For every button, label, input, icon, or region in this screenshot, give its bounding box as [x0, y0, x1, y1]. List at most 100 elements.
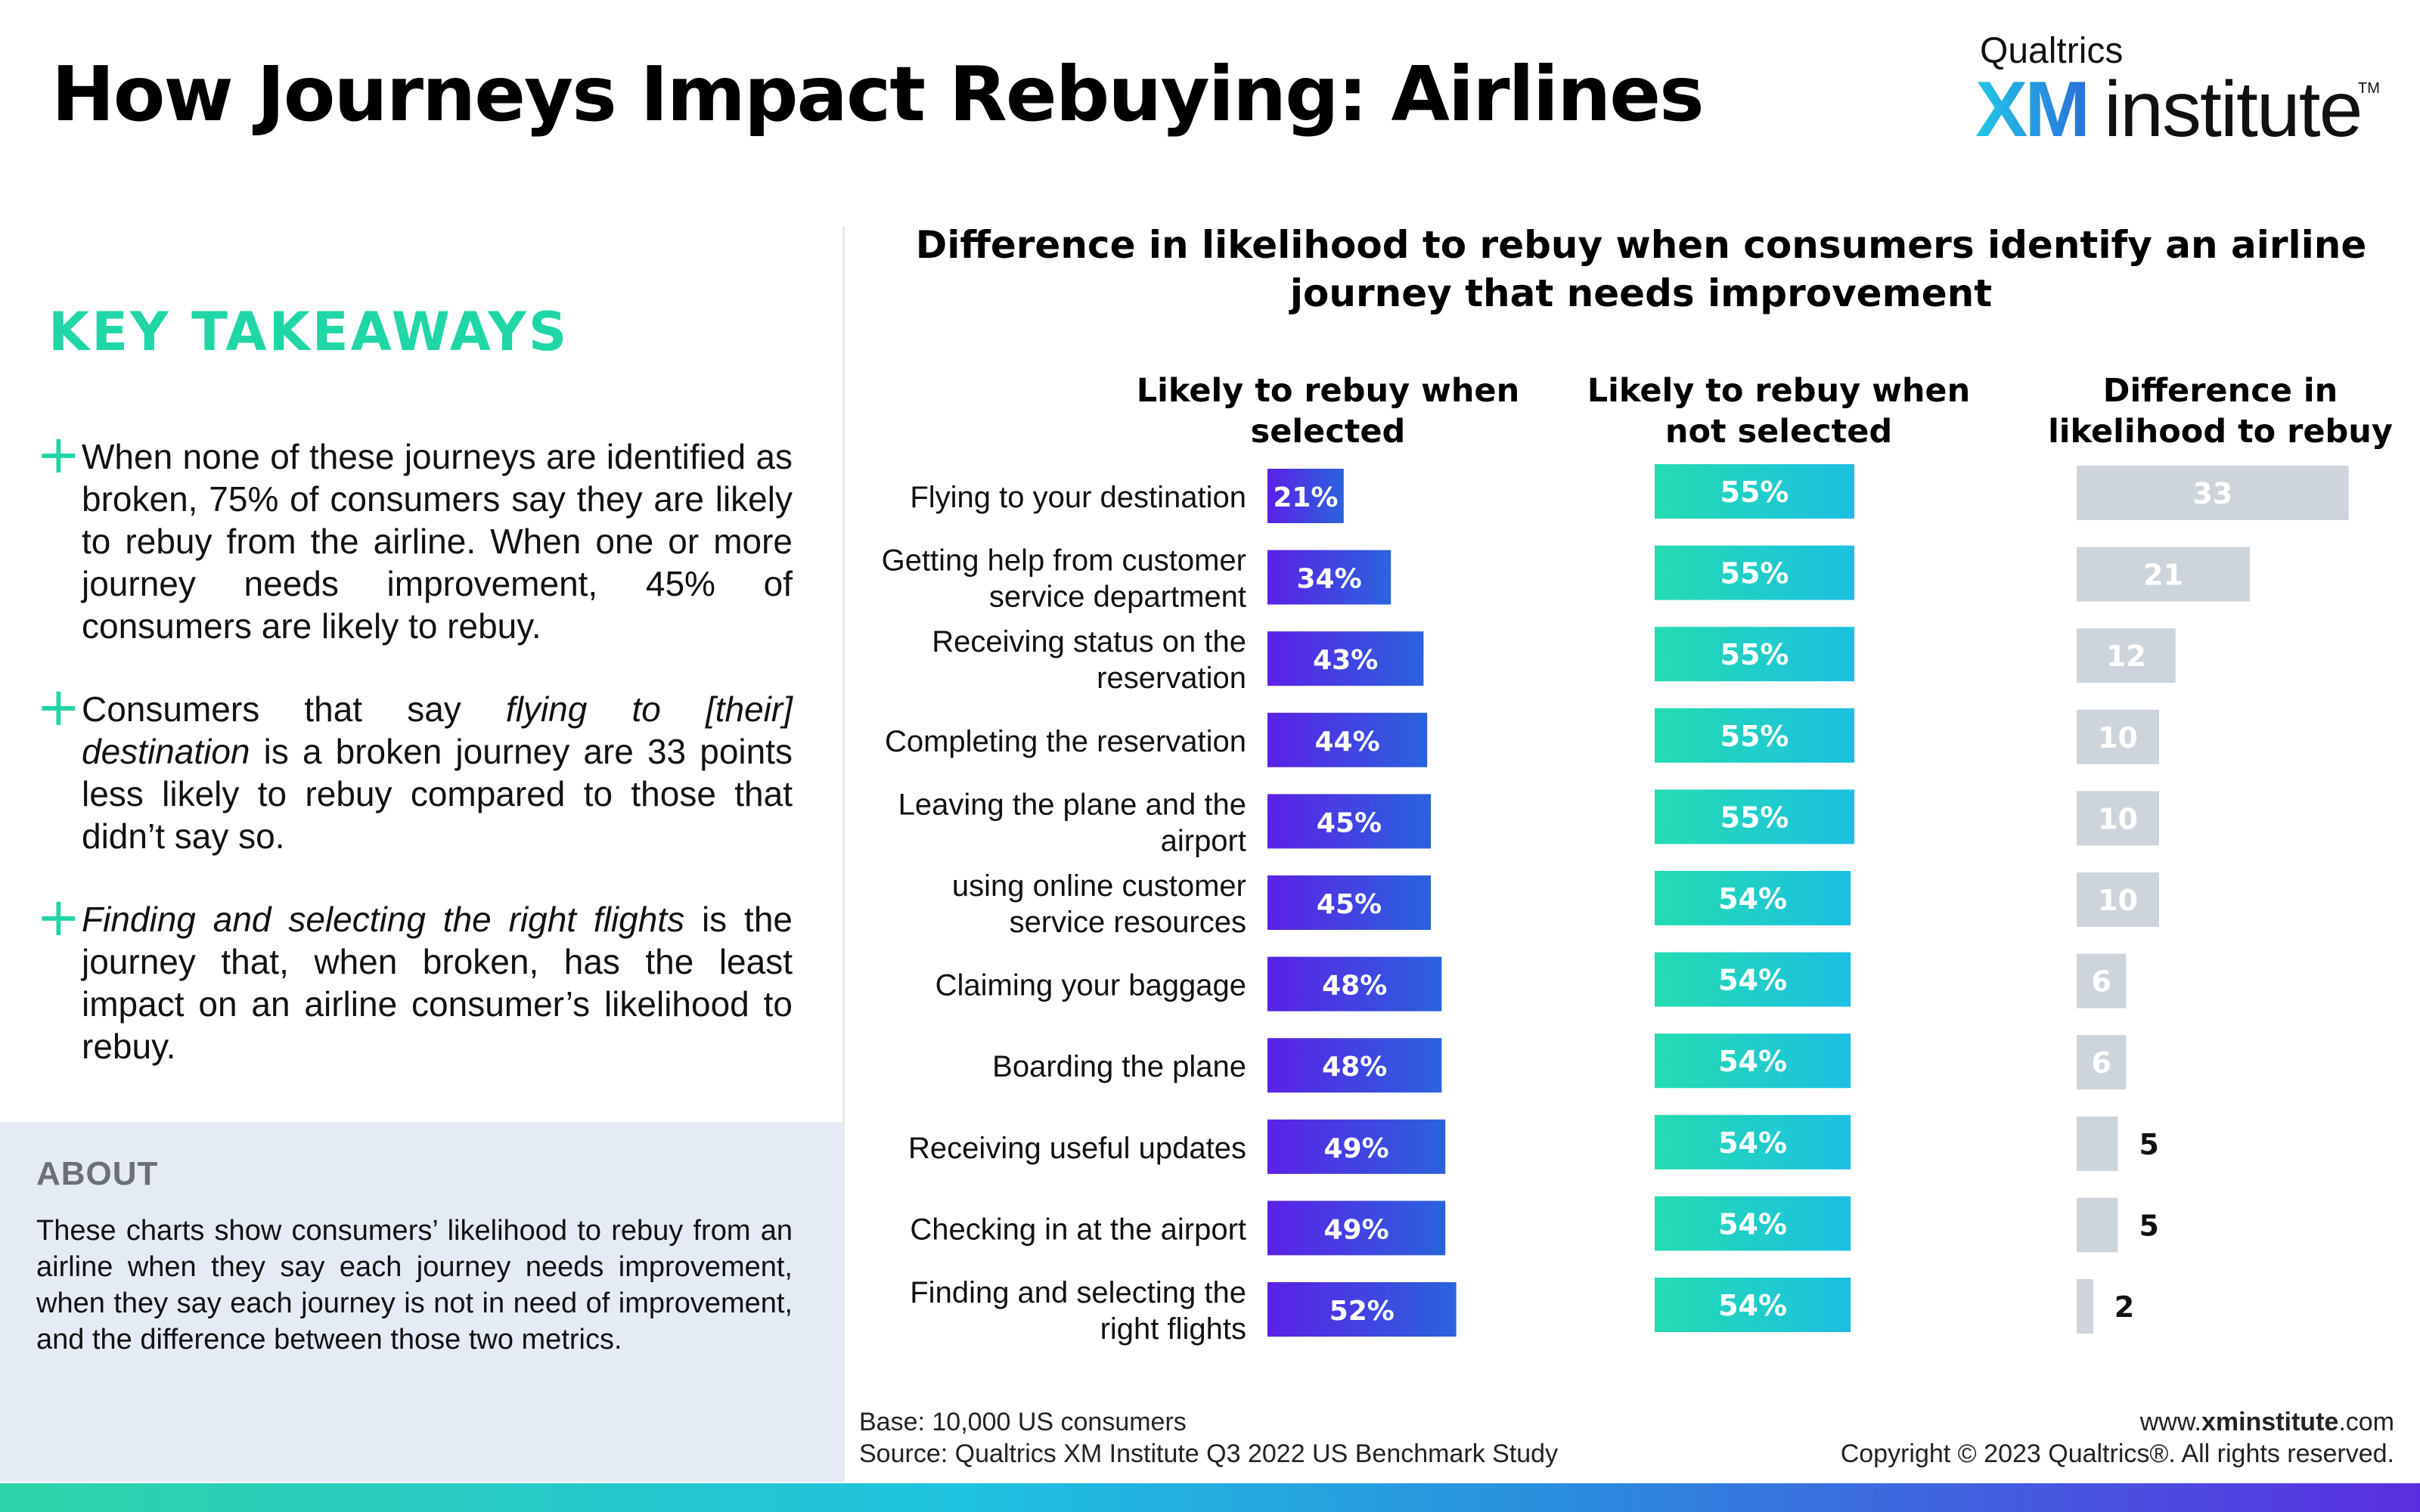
- bar-difference-label: 6: [2091, 1046, 2111, 1080]
- takeaway-item: + When none of these journeys are identi…: [36, 423, 793, 647]
- bar-selected-label: 52%: [1329, 1296, 1395, 1327]
- bar-selected-label: 44%: [1315, 727, 1380, 758]
- bar-selected: [1267, 794, 1431, 849]
- bar-selected-label: 45%: [1317, 807, 1382, 838]
- bottom-gradient-bar: [0, 1483, 2420, 1512]
- category-label: Completing the reservation: [885, 725, 1246, 758]
- bar-selected: [1267, 469, 1344, 523]
- takeaway-text-part: is the journey that, when broken, has th…: [82, 900, 793, 1066]
- bar-not-selected: [1655, 464, 1854, 519]
- bar-selected-label: 49%: [1324, 1214, 1389, 1245]
- takeaway-text-part: is a broken journey are 33 points less l…: [82, 732, 793, 856]
- bar-not-selected-label: 54%: [1718, 1045, 1787, 1078]
- footer-url[interactable]: www.xminstitute.com: [2140, 1406, 2394, 1438]
- plus-icon: +: [36, 886, 81, 948]
- bar-not-selected: [1655, 545, 1854, 600]
- bar-selected-label: 48%: [1322, 971, 1387, 1002]
- bar-selected: [1267, 712, 1428, 767]
- key-takeaways-title: KEY TAKEAWAYS: [48, 301, 569, 363]
- bar-selected: [1267, 956, 1442, 1012]
- bar-difference: [2077, 628, 2176, 683]
- bar-selected-label: 45%: [1317, 889, 1382, 920]
- takeaway-italic-phrase: Finding and selecting the right flights: [82, 900, 685, 939]
- footer-url-prefix: www.: [2139, 1408, 2201, 1436]
- takeaway-text: Finding and selecting the right flights …: [82, 898, 793, 1067]
- category-label: Flying to your destination: [910, 481, 1246, 514]
- category-label: Receiving status on the: [932, 625, 1246, 658]
- column-header-line: selected: [1250, 413, 1406, 451]
- plus-icon: +: [36, 676, 81, 738]
- bar-difference-label: 33: [2192, 477, 2232, 510]
- category-label: reservation: [1097, 662, 1246, 695]
- bar-selected: [1267, 1119, 1446, 1174]
- bar-not-selected: [1655, 952, 1851, 1007]
- category-label: Finding and selecting the: [910, 1276, 1246, 1309]
- column-header-line: Likely to rebuy when: [1136, 372, 1520, 410]
- bar-difference-label: 6: [2091, 965, 2111, 999]
- bar-not-selected: [1655, 627, 1854, 682]
- bar-difference: [2077, 547, 2250, 602]
- about-title: ABOUT: [36, 1155, 159, 1192]
- chart-title: Difference in likelihood to rebuy when c…: [915, 223, 2367, 315]
- bar-selected-label: 48%: [1322, 1052, 1387, 1083]
- bar-difference: [2077, 466, 2349, 520]
- footer-url-domain: xminstitute: [2201, 1408, 2339, 1436]
- bar-not-selected-label: 55%: [1720, 476, 1789, 509]
- logo-brand-text: Qualtrics: [1980, 31, 2124, 71]
- xm-institute-logo: Qualtrics XM institute TM: [1975, 30, 2384, 153]
- category-label: Claiming your baggage: [935, 969, 1246, 1002]
- takeaway-italic-phrase: flying to [their] destination: [82, 689, 793, 771]
- category-label: service department: [989, 581, 1246, 614]
- about-panel: [0, 1122, 842, 1482]
- category-label: Receiving useful updates: [908, 1132, 1246, 1165]
- bar-selected: [1267, 1201, 1446, 1256]
- category-label: airport: [1161, 824, 1246, 857]
- bar-difference: [2077, 1035, 2127, 1090]
- footer-copyright: Copyright © 2023 Qualtrics®. All rights …: [1840, 1439, 2394, 1468]
- bar-difference: [2077, 1198, 2118, 1253]
- category-label: service resources: [1010, 906, 1246, 939]
- bar-selected-label: 34%: [1297, 564, 1362, 595]
- bar-selected: [1267, 550, 1392, 605]
- logo-trademark: TM: [2358, 80, 2380, 97]
- column-header-line: Difference in: [2102, 372, 2338, 410]
- bar-not-selected: [1655, 1114, 1851, 1170]
- bar-difference-label: 2: [2114, 1290, 2134, 1324]
- takeaway-item: + Consumers that say flying to [their] d…: [36, 676, 793, 857]
- bar-selected: [1267, 1282, 1457, 1337]
- bar-difference-label: 10: [2098, 884, 2138, 917]
- bar-not-selected-label: 55%: [1720, 720, 1789, 753]
- logo-xm-text: XM: [1975, 66, 2090, 153]
- logo-institute-text: institute: [2104, 66, 2363, 153]
- column-header-line: likelihood to rebuy: [2048, 413, 2393, 451]
- bar-difference-label: 12: [2106, 640, 2146, 673]
- bar-difference: [2077, 953, 2127, 1009]
- bar-not-selected-label: 54%: [1718, 964, 1787, 997]
- bar-selected: [1267, 875, 1431, 930]
- category-label: Leaving the plane and the: [898, 788, 1246, 821]
- bar-difference-label: 21: [2143, 559, 2183, 592]
- bar-selected: [1267, 1038, 1442, 1093]
- section-divider: [842, 227, 845, 1482]
- bar-not-selected: [1655, 789, 1854, 844]
- bar-not-selected-label: 55%: [1720, 557, 1789, 590]
- bar-difference: [2077, 791, 2159, 846]
- footer-url-suffix: .com: [2338, 1408, 2394, 1436]
- bar-difference-label: 10: [2098, 721, 2138, 754]
- bar-not-selected-label: 55%: [1720, 638, 1789, 671]
- footer-base: Base: 10,000 US consumers: [859, 1408, 1187, 1436]
- bar-selected-label: 21%: [1273, 482, 1338, 513]
- bar-difference-label: 5: [2139, 1128, 2159, 1161]
- column-header-line: not selected: [1665, 413, 1893, 451]
- category-label: using online customer: [952, 869, 1246, 903]
- column-header-difference: Difference in likelihood to rebuy: [2009, 370, 2420, 452]
- bar-not-selected: [1655, 708, 1854, 763]
- category-label: Checking in at the airport: [910, 1213, 1246, 1246]
- bar-difference-label: 10: [2098, 802, 2138, 835]
- bar-not-selected-label: 54%: [1718, 1126, 1787, 1160]
- bar-difference: [2077, 1116, 2118, 1171]
- bar-not-selected-label: 54%: [1718, 1207, 1787, 1241]
- takeaway-item: + Finding and selecting the right flight…: [36, 886, 793, 1067]
- bar-selected: [1267, 631, 1424, 686]
